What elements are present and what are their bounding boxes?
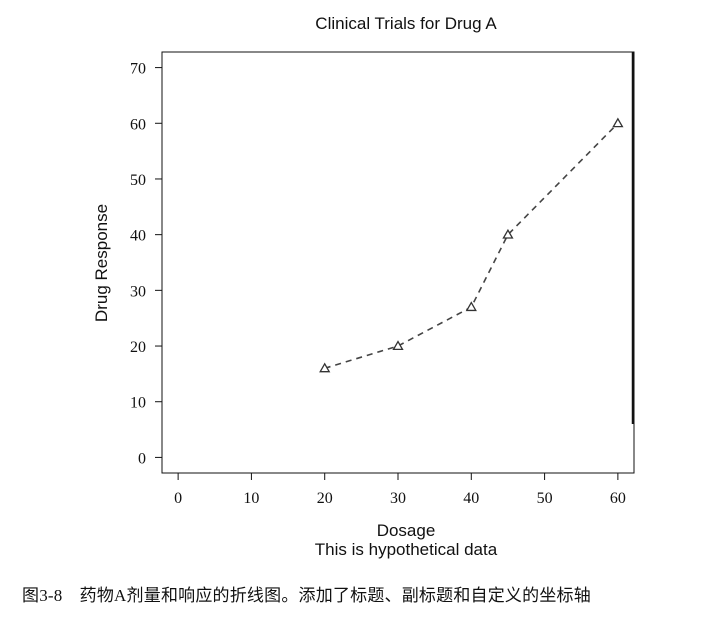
y-tick-label: 40 xyxy=(130,228,146,245)
plot-frame xyxy=(161,51,635,474)
y-tick-label: 10 xyxy=(130,395,146,412)
x-tick-label: 0 xyxy=(174,490,182,507)
y-tick-label: 60 xyxy=(130,116,146,133)
x-axis: 0 10 20 30 40 50 60 xyxy=(174,473,626,507)
line-chart: Clinical Trials for Drug A 0 10 20 30 40 50 60… xyxy=(92,14,635,559)
x-tick-label: 10 xyxy=(243,490,259,507)
figure-caption: 图3-8 药物A剂量和响应的折线图。添加了标题、副标题和自定义的坐标轴 xyxy=(22,586,591,605)
chart-subtitle: This is hypothetical data xyxy=(315,540,498,559)
data-point-marker xyxy=(612,117,624,128)
y-tick-label: 30 xyxy=(130,283,146,300)
x-tick-label: 20 xyxy=(317,490,333,507)
x-tick-label: 50 xyxy=(537,490,553,507)
chart-title: Clinical Trials for Drug A xyxy=(315,14,497,33)
y-tick-label: 0 xyxy=(138,450,146,467)
series-markers xyxy=(319,117,624,373)
data-point-marker xyxy=(502,228,514,239)
x-tick-label: 40 xyxy=(463,490,479,507)
series-line xyxy=(324,122,619,370)
data-point-marker xyxy=(319,362,331,373)
y-axis: 0 10 20 30 40 50 60 70 xyxy=(130,61,162,467)
data-point-marker xyxy=(392,340,404,351)
x-tick-label: 60 xyxy=(610,490,626,507)
y-tick-label: 20 xyxy=(130,339,146,356)
y-tick-label: 70 xyxy=(130,61,146,78)
y-tick-label: 50 xyxy=(130,172,146,189)
x-axis-title: Dosage xyxy=(377,521,436,540)
y-axis-title: Drug Response xyxy=(92,204,111,322)
data-point-marker xyxy=(465,301,477,312)
x-tick-label: 30 xyxy=(390,490,406,507)
